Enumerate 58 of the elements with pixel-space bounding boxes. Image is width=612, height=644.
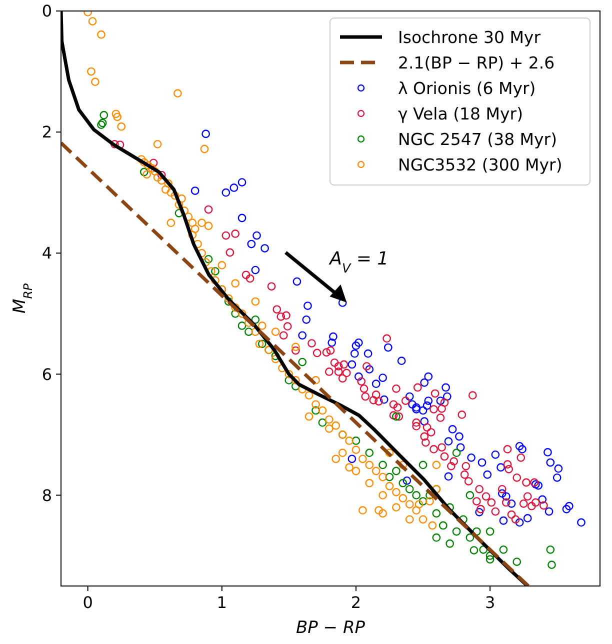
point	[244, 328, 253, 336]
legend-label: NGC3532 (300 Myr)	[398, 155, 562, 174]
point	[548, 560, 556, 570]
point	[499, 545, 508, 554]
point	[466, 491, 474, 500]
point	[392, 466, 400, 476]
point	[312, 406, 320, 415]
legend-label: γ Vela (18 Myr)	[398, 104, 524, 124]
point	[251, 315, 260, 324]
point	[98, 118, 107, 128]
x-tick-label: 1	[216, 593, 227, 612]
y-tick-label: 6	[42, 364, 52, 384]
point	[385, 472, 394, 482]
x-tick-label: 0	[82, 593, 93, 612]
point	[210, 267, 220, 276]
point	[352, 436, 360, 445]
point	[97, 120, 106, 129]
x-axis-title: BP − RP	[296, 618, 366, 638]
y-tick-label: 4	[42, 244, 52, 263]
point	[512, 558, 522, 566]
point	[452, 527, 461, 536]
point	[418, 497, 428, 506]
point	[204, 254, 213, 264]
point	[452, 448, 461, 458]
point	[392, 412, 400, 421]
point	[405, 484, 414, 494]
annotation: A$_{V}$ = 1	[328, 248, 389, 275]
legend-label: NGC 2547 (38 Myr)	[398, 130, 558, 149]
point	[231, 309, 240, 318]
y-tick-label: 0	[42, 2, 52, 21]
point	[258, 340, 266, 348]
point	[438, 521, 448, 530]
point	[486, 527, 494, 536]
point	[378, 460, 387, 470]
point	[446, 539, 454, 548]
point	[365, 448, 374, 458]
point	[418, 460, 428, 470]
point	[298, 358, 307, 366]
point	[470, 546, 478, 554]
y-tick-label: 8	[42, 486, 52, 505]
legend-label: 2.1(BP − RP) + 2.6	[398, 53, 555, 72]
point	[318, 418, 327, 427]
point	[432, 533, 441, 542]
point	[140, 168, 148, 176]
point	[412, 491, 421, 500]
x-tick-label: 2	[350, 593, 362, 612]
legend-label: Isochrone 30 Myr	[398, 28, 541, 47]
point	[398, 478, 408, 488]
point	[432, 509, 441, 518]
point	[466, 533, 474, 542]
y-tick-label: 2	[42, 122, 52, 142]
point	[546, 545, 555, 554]
legend-label: λ Orionis (6 Myr)	[398, 78, 536, 98]
point	[238, 322, 246, 330]
point	[479, 545, 488, 554]
point	[486, 555, 494, 564]
x-tick-label: 3	[484, 593, 496, 612]
point	[100, 110, 108, 120]
